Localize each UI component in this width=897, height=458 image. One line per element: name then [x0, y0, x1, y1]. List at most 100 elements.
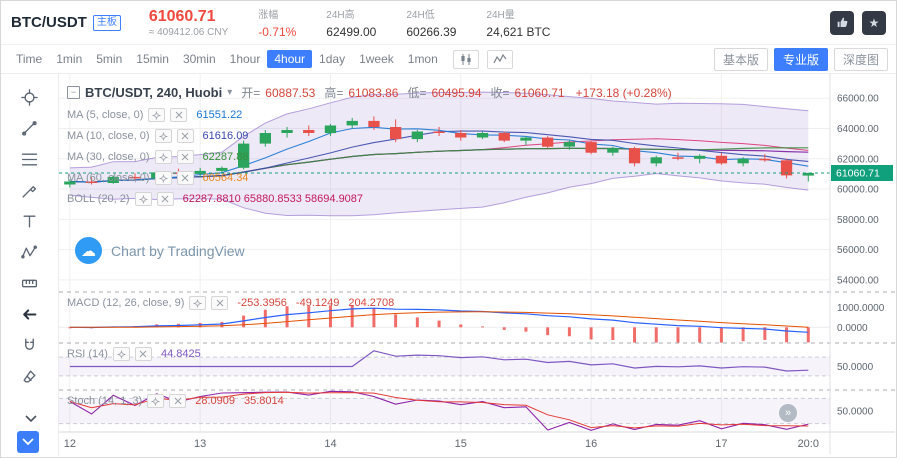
svg-text:0.0000: 0.0000	[837, 323, 868, 334]
stat-change: 涨幅 -0.71%	[258, 6, 296, 39]
study-settings-icon[interactable]	[189, 296, 207, 310]
interval-1min[interactable]: 1min	[56, 52, 83, 66]
pattern-tool[interactable]	[17, 241, 43, 264]
text-tool[interactable]	[17, 210, 43, 233]
stat-low-24h: 24H低 60266.39	[406, 6, 456, 39]
interval-5min[interactable]: 5min	[96, 52, 123, 66]
study-settings-icon[interactable]	[148, 108, 166, 122]
drawing-toolbar	[1, 74, 59, 456]
interval-tabs: Time 1min 5min 15min 30min 1hour 4hour 1day 1wee…	[9, 50, 445, 68]
stat-value: 62499.00	[326, 25, 377, 39]
interval-1hour[interactable]: 1hour	[229, 52, 261, 66]
indicator-button[interactable]	[486, 49, 513, 69]
svg-text:61060.71: 61060.71	[836, 167, 880, 179]
eraser-tool[interactable]	[17, 365, 43, 388]
interval-time[interactable]: Time	[16, 52, 43, 66]
brush-icon	[22, 186, 37, 198]
mode-depth-button[interactable]: 深度图	[833, 47, 888, 71]
macd-pane	[59, 305, 830, 343]
stoch-pane	[59, 390, 830, 431]
svg-text:20:0: 20:0	[798, 438, 819, 450]
study-settings-icon[interactable]	[147, 394, 165, 408]
study-close-icon[interactable]	[134, 347, 152, 361]
study-close-icon[interactable]	[176, 150, 194, 164]
fib-lines-tool[interactable]	[17, 148, 43, 171]
chart-area[interactable]: 61060.71 66000.00 64000.00 62000.00 60000.00…	[59, 74, 896, 456]
magnet-tool[interactable]	[17, 334, 43, 357]
study-close-icon[interactable]	[176, 171, 194, 185]
favorite-star-button[interactable]: ★	[862, 10, 886, 35]
svg-text:13: 13	[194, 438, 206, 450]
kline-style-button[interactable]	[452, 49, 479, 69]
interval-1week[interactable]: 1week	[359, 52, 394, 66]
study-close-icon[interactable]	[176, 129, 194, 143]
study-settings-icon[interactable]	[112, 347, 130, 361]
view-mode-buttons: 基本版 专业版 深度图	[713, 47, 888, 71]
last-price: 61060.71	[148, 7, 216, 25]
symbol-title: BTC/USDT	[11, 14, 87, 31]
trend-line-tool[interactable]	[17, 117, 43, 140]
price-cny: ≈ 409412.06 CNY	[148, 26, 229, 38]
stat-label: 24H低	[406, 10, 435, 21]
stat-high-24h: 24H高 62499.00	[326, 6, 376, 39]
stat-label: 24H量	[486, 10, 515, 21]
study-settings-icon[interactable]	[154, 150, 172, 164]
text-icon	[23, 215, 36, 228]
back-arrow-tool[interactable]	[17, 303, 43, 326]
interval-1mon[interactable]: 1mon	[407, 52, 438, 66]
study-settings-icon[interactable]	[154, 129, 172, 143]
study-close-icon[interactable]	[170, 108, 188, 122]
chevron-down-icon	[22, 438, 34, 446]
stat-value: 24,621 BTC	[486, 25, 551, 39]
interval-15min[interactable]: 15min	[136, 52, 169, 66]
brush-tool[interactable]	[17, 179, 43, 202]
chart-body: 61060.71 66000.00 64000.00 62000.00 60000.00…	[1, 74, 896, 456]
study-close-icon[interactable]	[156, 192, 174, 206]
scroll-down-button[interactable]	[17, 431, 39, 453]
thumb-up-icon	[837, 17, 847, 27]
svg-text:12: 12	[64, 438, 76, 450]
study-close-icon[interactable]	[211, 296, 229, 310]
svg-text:50.0000: 50.0000	[837, 362, 874, 373]
legend-collapse-icon[interactable]: −	[67, 86, 80, 99]
like-button[interactable]	[830, 10, 854, 35]
fib-lines-icon	[21, 153, 38, 166]
svg-text:14: 14	[324, 438, 336, 450]
pattern-icon	[21, 245, 37, 259]
measure-icon	[21, 279, 38, 288]
candlestick-icon	[461, 53, 471, 65]
study-settings-icon[interactable]	[134, 192, 152, 206]
candles	[64, 116, 814, 188]
header-actions: ★	[830, 10, 886, 35]
mode-basic-button[interactable]: 基本版	[713, 47, 768, 71]
svg-text:50.0000: 50.0000	[837, 407, 874, 418]
interval-1day[interactable]: 1day	[319, 52, 346, 66]
svg-text:16: 16	[585, 438, 597, 450]
current-price-tag: 61060.71	[831, 164, 893, 181]
svg-text:64000.00: 64000.00	[837, 124, 879, 135]
stat-volume-24h: 24H量 24,621 BTC	[486, 6, 550, 39]
svg-text:56000.00: 56000.00	[837, 245, 879, 256]
svg-text:1000.0000: 1000.0000	[837, 303, 885, 314]
expand-indicators-button[interactable]: »	[779, 404, 797, 422]
symbol-block: BTC/USDT 主板	[11, 14, 121, 31]
collapse-arrow-icon[interactable]	[25, 410, 37, 428]
measure-tool[interactable]	[17, 272, 43, 295]
svg-text:62000.00: 62000.00	[837, 154, 879, 165]
study-close-icon[interactable]	[169, 394, 187, 408]
trend-line-icon	[22, 121, 37, 136]
star-icon: ★	[868, 15, 880, 30]
svg-text:58000.00: 58000.00	[837, 215, 879, 226]
stat-label: 涨幅	[258, 10, 279, 21]
crosshair-icon	[21, 89, 38, 106]
mode-pro-button[interactable]: 专业版	[773, 47, 828, 71]
crosshair-tool[interactable]	[17, 86, 43, 109]
chart-toolbar: Time 1min 5min 15min 30min 1hour 4hour 1day 1wee…	[1, 45, 896, 74]
study-settings-icon[interactable]	[154, 171, 172, 185]
interval-4hour[interactable]: 4hour	[267, 50, 313, 68]
svg-text:17: 17	[715, 438, 727, 450]
interval-30min[interactable]: 30min	[182, 52, 216, 66]
indicator-wave-icon	[493, 53, 507, 63]
stat-value: -0.71%	[258, 25, 297, 39]
magnet-icon	[25, 338, 34, 350]
